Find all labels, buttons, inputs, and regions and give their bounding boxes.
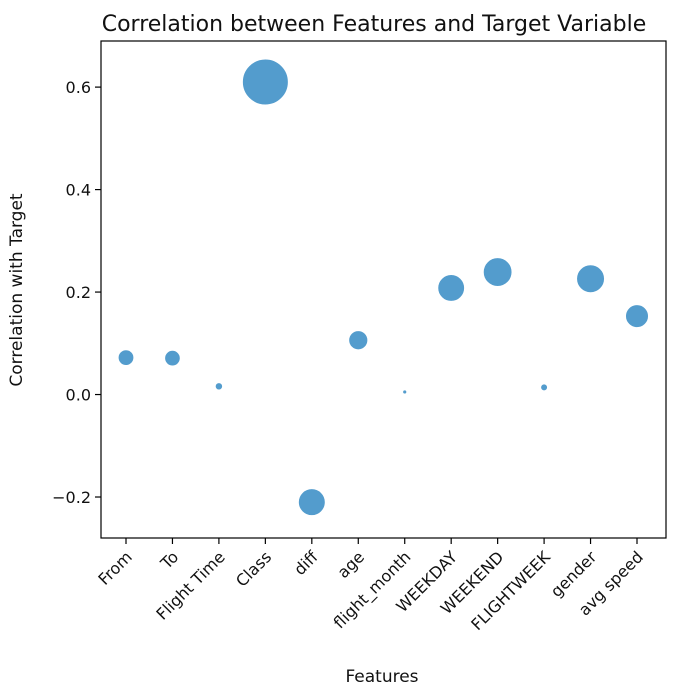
data-point-weekday: [437, 274, 466, 302]
data-point-diff: [297, 488, 326, 517]
y-tick-label: 0.4: [66, 181, 91, 200]
x-tick-label: Class: [232, 547, 275, 590]
data-point-flightweek: [540, 383, 549, 392]
y-tick-label: −0.2: [52, 488, 91, 507]
data-point-flight-month: [402, 389, 408, 395]
data-points: [117, 58, 650, 517]
x-tick-label: From: [94, 547, 135, 588]
data-point-weekend: [482, 257, 513, 287]
x-tick-label: diff: [290, 547, 322, 579]
data-point-gender: [576, 264, 606, 294]
y-tick-label: 0.2: [66, 283, 91, 302]
x-tick-label: To: [156, 547, 182, 573]
data-point-from: [117, 349, 135, 367]
chart-title: Correlation between Features and Target …: [102, 12, 647, 37]
data-point-to: [164, 349, 181, 367]
y-axis: −0.2 0.0 0.2 0.4 0.6: [52, 78, 101, 507]
data-point-age: [348, 330, 369, 351]
data-point-flight-time: [214, 382, 224, 391]
data-point-class: [241, 58, 289, 106]
x-axis-label: Features: [345, 667, 418, 687]
plot-frame: [100, 40, 667, 539]
y-tick-label: 0.0: [66, 386, 91, 405]
data-point-avg-speed: [624, 304, 650, 329]
x-tick-label: age: [334, 547, 369, 582]
y-axis-label: Correlation with Target: [7, 193, 27, 387]
y-tick-label: 0.6: [66, 78, 91, 97]
